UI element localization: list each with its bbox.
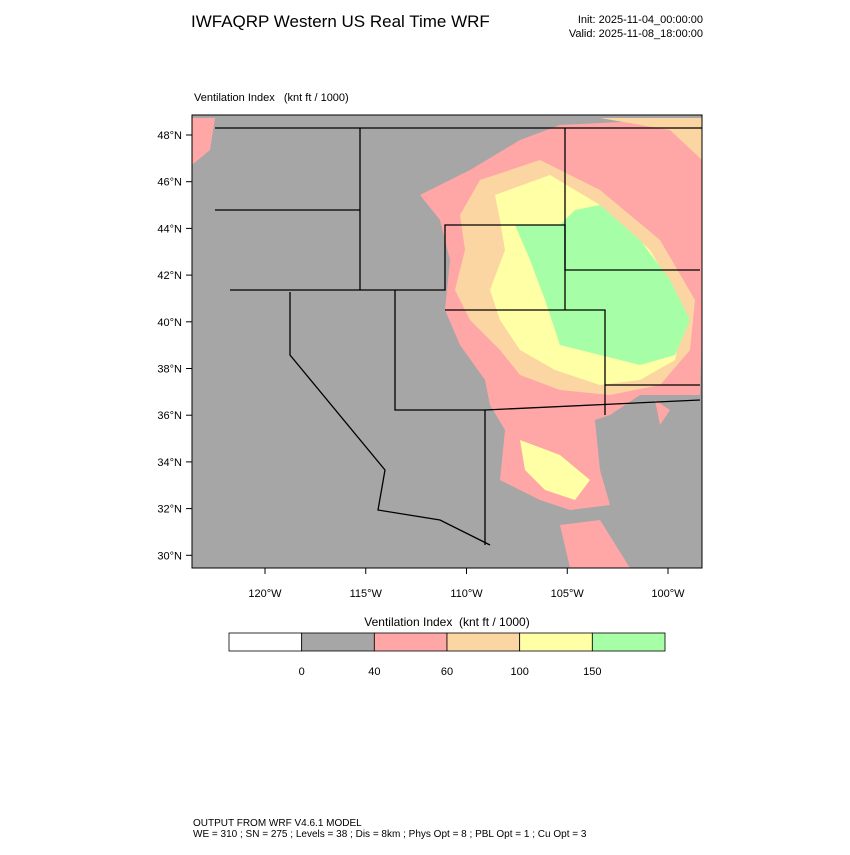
lat-label: 48°N (157, 130, 182, 142)
lon-label: 115°W (350, 588, 383, 600)
lat-label: 38°N (157, 364, 182, 376)
lat-label: 30°N (157, 550, 182, 562)
lat-label: 36°N (157, 410, 182, 422)
lon-label: 105°W (551, 588, 585, 600)
colorbar-label: 150 (583, 666, 601, 678)
colorbar-box (591, 632, 666, 652)
colorbar-label: 100 (510, 666, 528, 678)
lat-label: 42°N (157, 270, 182, 282)
title: IWFAQRP Western US Real Time WRF (191, 12, 490, 31)
colorbar-label: 0 (299, 666, 305, 678)
colorbar-label: 40 (368, 666, 380, 678)
footer-line: WE = 310 ; SN = 275 ; Levels = 38 ; Dis … (193, 829, 587, 840)
lon-label: 120°W (248, 588, 282, 600)
valid-time: Valid: 2025-11-08_18:00:00 (569, 28, 703, 40)
colorbar-box (228, 632, 303, 652)
lon-label: 110°W (450, 588, 483, 600)
lat-label: 46°N (157, 177, 182, 189)
shading (515, 205, 690, 365)
colorbar-box (446, 632, 521, 652)
init-time: Init: 2025-11-04_00:00:00 (578, 14, 703, 26)
shading (560, 330, 702, 568)
footer-line: OUTPUT FROM WRF V4.6.1 MODEL (193, 818, 362, 829)
field-label: Ventilation Index (knt ft / 1000) (194, 92, 349, 104)
shading (192, 118, 215, 165)
colorbar-box (519, 632, 593, 652)
state-borders (215, 127, 702, 546)
colorbar: 0 40 60 100 150 (228, 632, 666, 678)
lon-label: 100°W (651, 588, 685, 600)
map-frame (191, 114, 703, 569)
shading (520, 440, 590, 500)
lat-label: 44°N (157, 223, 182, 235)
colorbar-box (373, 632, 448, 652)
colorbar-title: Ventilation Index (knt ft / 1000) (364, 615, 529, 629)
lat-labels: 48°N 46°N 44°N 42°N 40°N 38°N 36°N 34°N 32°N 30°N (157, 130, 192, 562)
colorbar-label: 60 (441, 666, 453, 678)
map (191, 114, 703, 569)
lon-labels: 120°W 115°W 110°W 105°W 100°W (248, 568, 685, 600)
lat-label: 32°N (157, 504, 182, 516)
lat-label: 40°N (157, 317, 182, 329)
lat-label: 34°N (157, 457, 182, 469)
colorbar-box (301, 632, 375, 652)
